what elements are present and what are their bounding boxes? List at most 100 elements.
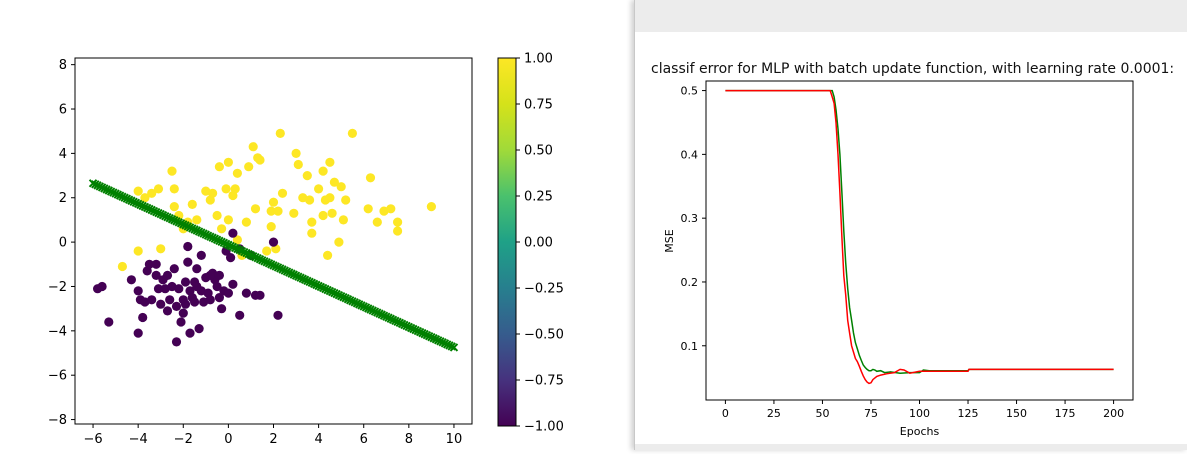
class-pos-point-7	[167, 166, 177, 176]
class-neg-point-15	[156, 299, 166, 309]
x-tick-label: −2	[174, 432, 193, 447]
boundary-marker-160	[449, 343, 459, 352]
class-pos-point-0	[117, 261, 127, 272]
class-pos-point-19	[214, 162, 224, 172]
panel-footer-bar	[635, 444, 1187, 450]
class-neg-point-19	[162, 306, 173, 316]
class-pos-point-65	[365, 173, 376, 183]
class-neg-point-29	[180, 277, 191, 287]
y-tick-label: 0	[59, 236, 67, 251]
line-axes-frame	[705, 80, 1134, 401]
class-pos-point-18	[212, 210, 222, 221]
class-pos-point-38	[268, 197, 279, 207]
x-tick-label: −6	[83, 432, 102, 447]
red-mse-series-line	[725, 89, 1114, 385]
class-pos-point-23	[223, 215, 233, 225]
y-tick-label: 0.3	[681, 212, 699, 225]
class-pos-point-8	[169, 184, 179, 194]
class-pos-point-61	[336, 182, 346, 192]
class-pos-point-17	[208, 188, 218, 198]
class-neg-point-34	[185, 328, 195, 338]
x-tick-label: 50	[815, 407, 829, 420]
class-pos-point-52	[318, 210, 328, 221]
class-pos-point-13	[187, 199, 197, 209]
class-pos-point-27	[232, 235, 242, 245]
green-mse-series-line	[725, 89, 1114, 374]
class-neg-point-64	[223, 288, 233, 298]
x-tick-label: 0	[722, 407, 729, 420]
colorbar-tick-label: −0.50	[524, 328, 564, 343]
class-pos-point-66	[363, 204, 373, 214]
scatter-plot: −6 −4 −2 0 2 4 6 8 10 −8 −6 −4 −2 0 2 4 6 8 −1.00 −0.75 −0…	[48, 52, 564, 448]
class-neg-point-2	[104, 317, 114, 327]
class-neg-point-58	[241, 288, 251, 298]
y-axis-label: MSE	[663, 229, 676, 252]
y-tick-label: 6	[59, 103, 67, 118]
class-neg-point-24	[171, 337, 182, 347]
x-tick-label: 10	[446, 432, 463, 447]
class-pos-point-47	[302, 171, 312, 181]
colorbar-tick-label: −1.00	[524, 420, 564, 435]
class-neg-point-13	[151, 259, 161, 269]
class-pos-point-71	[393, 226, 403, 236]
class-pos-point-42	[277, 188, 288, 198]
x-tick-label: 125	[958, 407, 979, 420]
class-neg-point-66	[212, 281, 222, 292]
class-neg-point-12	[151, 270, 161, 280]
class-pos-point-45	[293, 159, 303, 170]
class-neg-point-57	[235, 310, 245, 320]
class-pos-point-49	[307, 217, 317, 227]
class-pos-point-44	[291, 148, 301, 158]
class-neg-point-36	[190, 297, 200, 307]
class-neg-point-1	[97, 281, 107, 292]
class-pos-point-70	[393, 217, 403, 227]
class-pos-point-14	[192, 215, 202, 225]
class-pos-point-67	[372, 217, 382, 227]
class-neg-point-11	[147, 295, 157, 305]
class-neg-point-62	[268, 237, 279, 247]
class-pos-point-30	[244, 162, 254, 172]
class-neg-point-50	[217, 304, 227, 314]
class-pos-point-21	[221, 184, 231, 194]
class-neg-point-65	[205, 270, 215, 280]
class-neg-point-38	[192, 264, 202, 274]
colorbar-tick-label: 0.00	[524, 236, 553, 251]
class-pos-point-57	[325, 157, 335, 167]
class-neg-point-31	[183, 241, 193, 252]
class-pos-point-60	[334, 237, 344, 247]
class-neg-point-25	[174, 284, 184, 294]
colorbar-tick-label: 1.00	[524, 52, 553, 67]
class-neg-point-22	[169, 264, 179, 274]
class-pos-point-22	[223, 157, 233, 167]
x-tick-label: 0	[224, 432, 232, 447]
y-tick-label: 0.1	[681, 340, 699, 353]
class-pos-point-31	[248, 142, 258, 152]
class-pos-point-1	[133, 246, 143, 256]
y-tick-label: −4	[48, 324, 67, 339]
class-neg-point-14	[153, 284, 164, 294]
x-axis-label: Epochs	[900, 425, 940, 438]
x-tick-label: 200	[1103, 407, 1124, 420]
x-tick-label: 2	[269, 432, 277, 447]
class-pos-point-9	[169, 202, 179, 212]
class-neg-point-67	[190, 277, 200, 287]
class-pos-point-53	[318, 166, 328, 176]
class-neg-point-55	[228, 279, 238, 289]
class-neg-point-4	[133, 286, 143, 296]
x-tick-label: 4	[314, 432, 322, 447]
class-neg-point-20	[165, 295, 175, 305]
scatter-figure: −6 −4 −2 0 2 4 6 8 10 −8 −6 −4 −2 0 2 4 6 8 −1.00 −0.75 −0…	[47, 51, 564, 448]
x-tick-label: 150	[1006, 407, 1027, 420]
class-neg-point-3	[126, 275, 136, 285]
class-neg-point-28	[178, 308, 188, 318]
class-pos-point-37	[266, 222, 276, 232]
class-neg-point-48	[214, 270, 224, 280]
panel-header-bar	[635, 0, 1187, 32]
x-tick-label: 175	[1055, 407, 1076, 420]
class-pos-point-2	[133, 186, 143, 196]
class-neg-point-18	[162, 270, 173, 280]
class-pos-point-64	[347, 128, 357, 138]
class-pos-point-6	[156, 244, 166, 254]
decision-boundary-line	[88, 179, 459, 352]
mse-line-chart: 0 25 50 75 100 125 150 175 200 0.1 0.2 0.3 0.4 0.5 E…	[663, 80, 1134, 438]
